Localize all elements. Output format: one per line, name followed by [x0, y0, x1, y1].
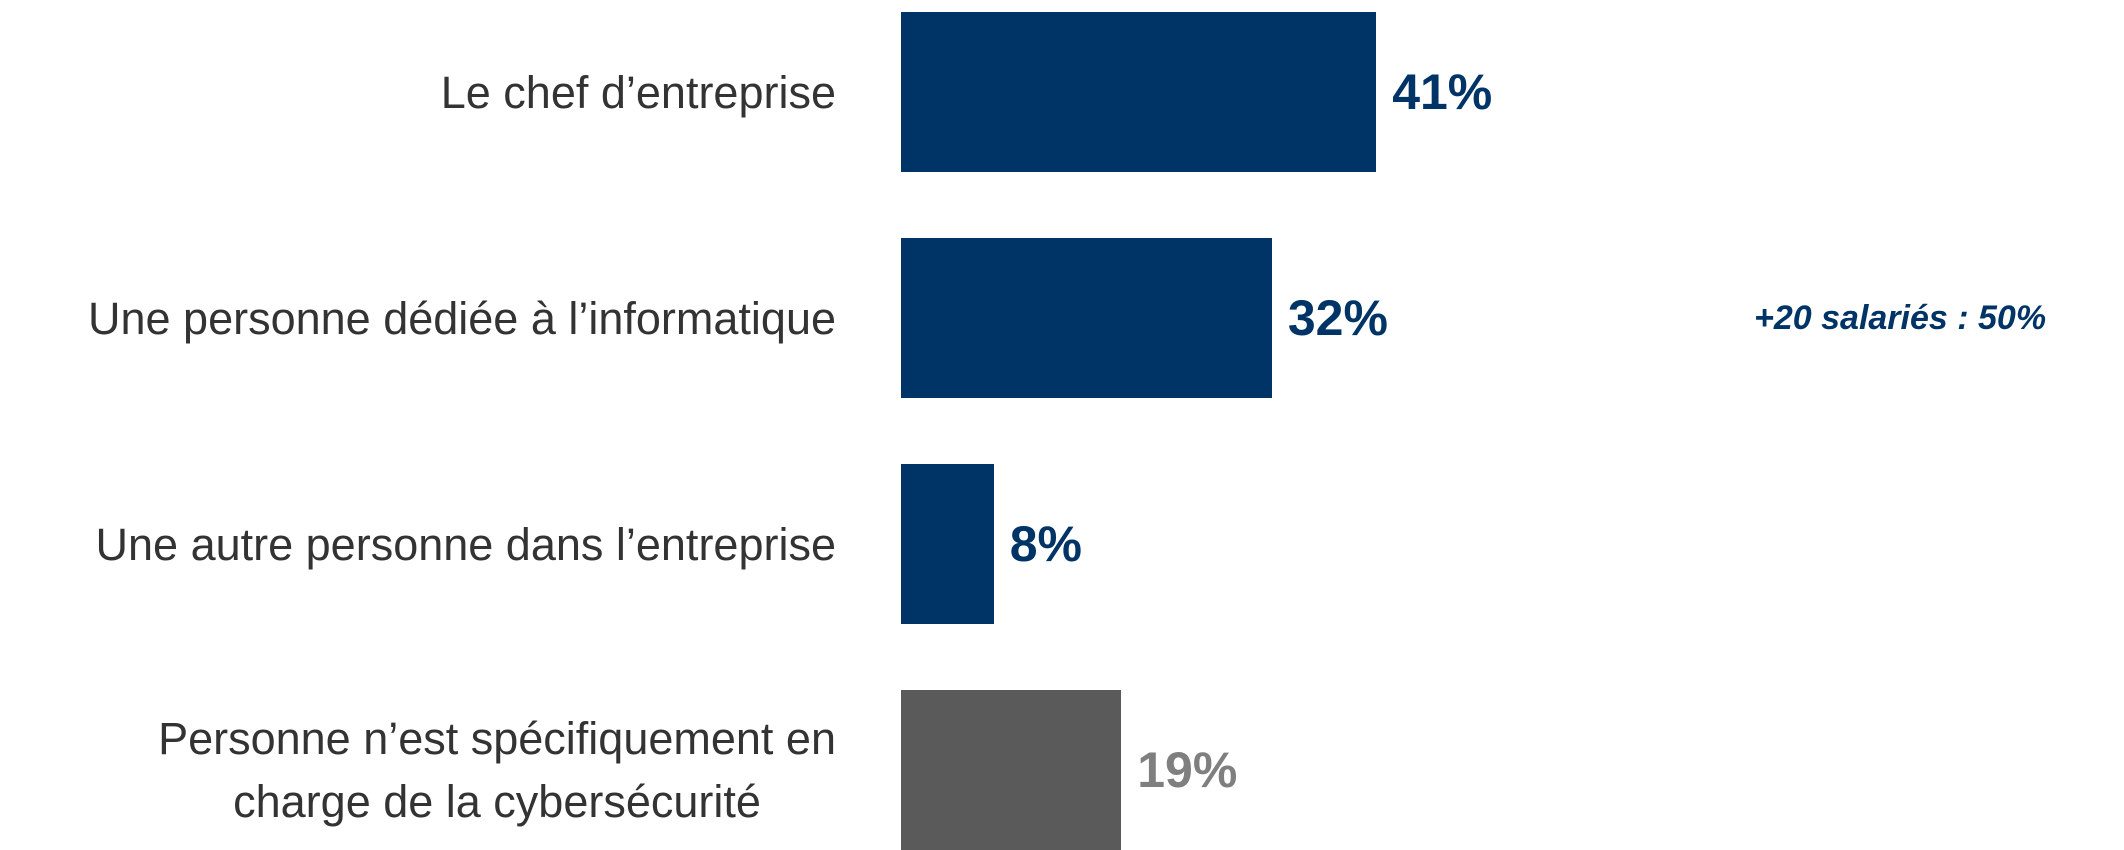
- category-label: Une personne dédiée à l’informatique: [88, 238, 836, 398]
- annotation: +20 salariés : 50%: [1754, 298, 2047, 337]
- value-label: 8%: [1009, 516, 1082, 572]
- value-label: 19%: [1137, 742, 1238, 798]
- category-label: Le chef d’entreprise: [441, 12, 836, 172]
- bar: [901, 690, 1122, 850]
- bar: [901, 12, 1377, 172]
- category-text: Le chef d’entreprise: [440, 66, 836, 118]
- category-label: Personne n’est spécifiquement en charge …: [158, 690, 836, 850]
- category-text: Une autre personne dans l’entreprise: [95, 518, 836, 570]
- value-label: 32%: [1287, 290, 1388, 346]
- category-text: Personne n’est spécifiquement en charge …: [158, 713, 836, 827]
- category-label: Une autre personne dans l’entreprise: [96, 464, 836, 624]
- category-text: Une personne dédiée à l’informatique: [88, 292, 836, 344]
- bar: [901, 238, 1272, 398]
- value-label: 41%: [1392, 64, 1493, 120]
- bar: [901, 464, 994, 624]
